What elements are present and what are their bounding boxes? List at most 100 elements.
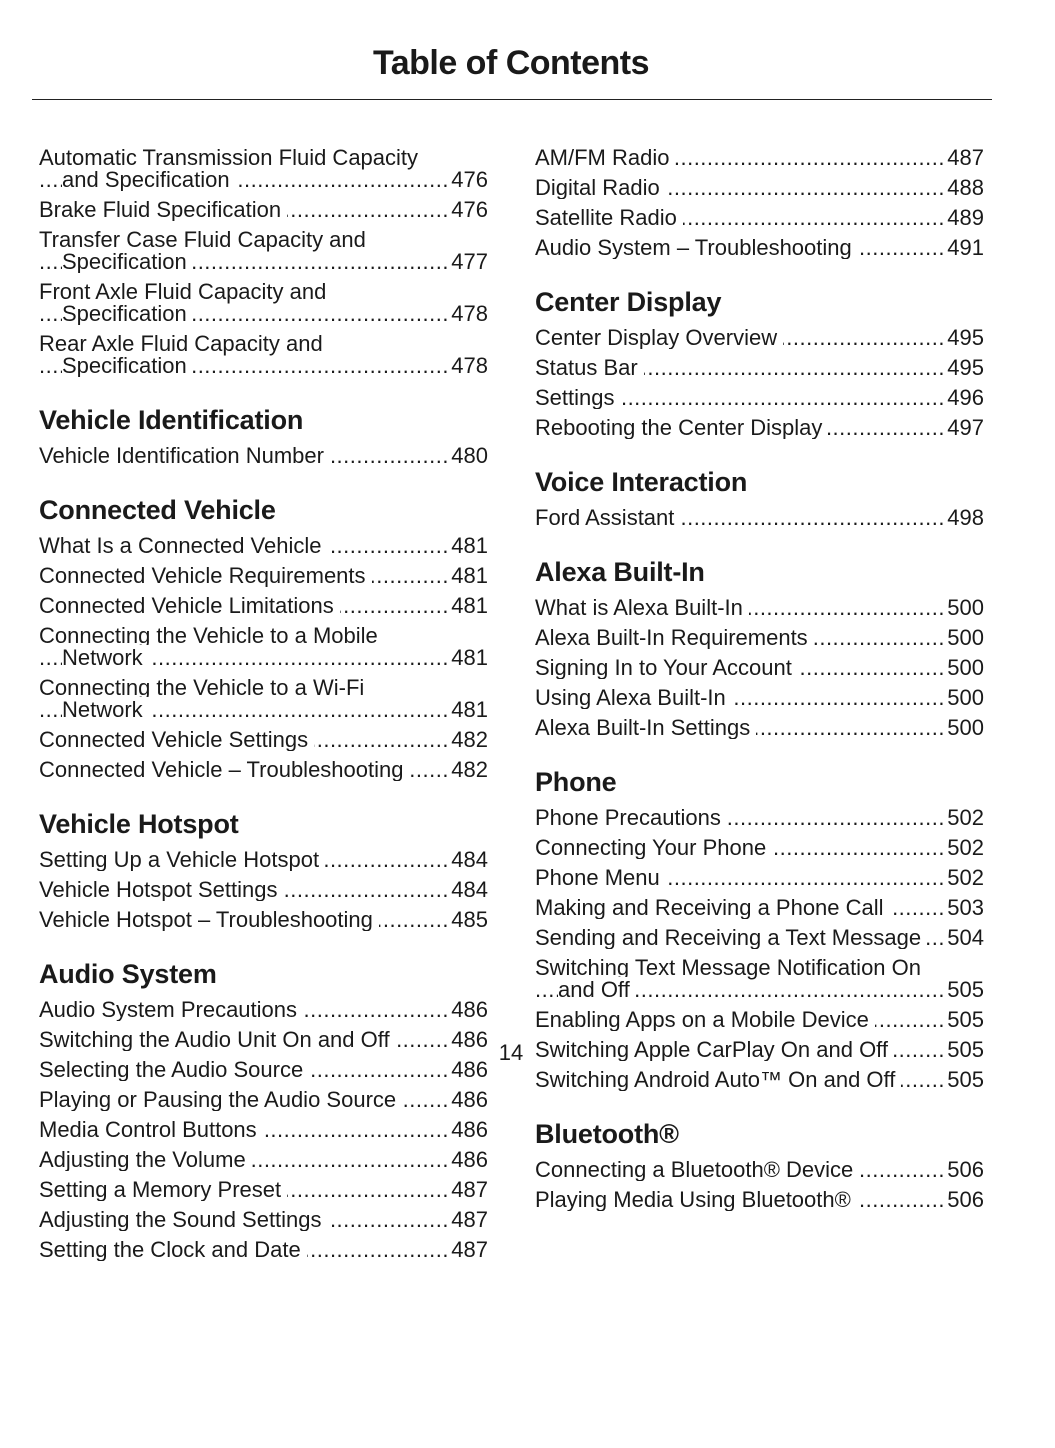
- entry-page: 502: [947, 837, 984, 859]
- header-rule: [32, 99, 992, 100]
- toc-entry: Status Bar 495: [535, 357, 984, 379]
- entry-title: Center Display Overview: [535, 327, 784, 349]
- toc-entry: Audio System Precautions 486: [39, 999, 488, 1021]
- toc-section: Vehicle Hotspot Setting Up a Vehicle Hots…: [39, 807, 488, 931]
- entry-title: Switching the Audio Unit On and Off: [39, 1029, 396, 1051]
- toc-entry: Brake Fluid Specification 476: [39, 199, 488, 221]
- toc-entry: Sending and Receiving a Text Message 504: [535, 927, 984, 949]
- toc-entry: Media Control Buttons 486: [39, 1119, 488, 1141]
- entry-title: Alexa Built-In Requirements: [535, 627, 814, 649]
- toc-entry: Setting a Memory Preset 487: [39, 1179, 488, 1201]
- toc-entry: Selecting the Audio Source 486: [39, 1059, 488, 1081]
- toc-entry: Settings 496: [535, 387, 984, 409]
- toc-section: Automatic Transmission Fluid Capacity an…: [39, 147, 488, 377]
- section-heading: Phone: [535, 767, 617, 797]
- toc-entry: Enabling Apps on a Mobile Device 505: [535, 1009, 984, 1031]
- entry-page: 486: [451, 1119, 488, 1141]
- entry-title: Rebooting the Center Display: [535, 417, 829, 439]
- toc-entry: What Is a Connected Vehicle 481: [39, 535, 488, 557]
- toc-entry: Transfer Case Fluid Capacity and Specifi…: [39, 229, 488, 273]
- entry-title: Switching Android Auto™ On and Off: [535, 1069, 902, 1091]
- toc-section: Vehicle Identification Vehicle Identifica…: [39, 403, 488, 467]
- entry-page: 495: [947, 327, 984, 349]
- toc-section: Alexa Built-InWhat is Alexa Built-In500A…: [535, 555, 984, 739]
- entry-page: 484: [451, 849, 488, 871]
- entry-title: Vehicle Hotspot Settings: [39, 879, 284, 901]
- entry-title: Adjusting the Volume: [39, 1149, 252, 1171]
- entry-title: Satellite Radio: [535, 207, 683, 229]
- entry-page: 500: [947, 687, 984, 709]
- toc-entry: Digital Radio 488: [535, 177, 984, 199]
- entry-title: Transfer Case Fluid Capacity and Specifi…: [39, 229, 366, 273]
- page-title: Table of Contents: [372, 44, 650, 82]
- entry-page: 487: [451, 1209, 488, 1231]
- toc-entry: Switching Text Message Notification On a…: [535, 957, 984, 1001]
- entry-title: Playing or Pausing the Audio Source: [39, 1089, 403, 1111]
- entry-page: 500: [947, 657, 984, 679]
- entry-title: Making and Receiving a Phone Call: [535, 897, 890, 919]
- entry-page: 486: [451, 1149, 488, 1171]
- toc-entry: What is Alexa Built-In 500: [535, 597, 984, 619]
- section-heading: Center Display: [535, 287, 722, 317]
- entry-title: Phone Precautions: [535, 807, 727, 829]
- entry-page: 481: [451, 697, 488, 721]
- entry-page: 478: [451, 353, 488, 377]
- toc-entry: Center Display Overview 495: [535, 327, 984, 349]
- entry-title: Front Axle Fluid Capacity and Specificat…: [39, 281, 327, 325]
- toc-entry: Connected Vehicle Limitations 481: [39, 595, 488, 617]
- entry-page: 487: [947, 147, 984, 169]
- entry-page: 484: [451, 879, 488, 901]
- entry-title: Adjusting the Sound Settings: [39, 1209, 328, 1231]
- entry-page: 476: [451, 167, 488, 191]
- entry-title: Switching Apple CarPlay On and Off: [535, 1039, 895, 1061]
- entry-title: What is Alexa Built-In: [535, 597, 749, 619]
- entry-page: 503: [947, 897, 984, 919]
- entry-page: 505: [947, 1039, 984, 1061]
- entry-page: 506: [947, 1159, 984, 1181]
- entry-title: Setting Up a Vehicle Hotspot: [39, 849, 326, 871]
- entry-page: 486: [451, 1029, 488, 1051]
- entry-title: Media Control Buttons: [39, 1119, 263, 1141]
- entry-page: 497: [947, 417, 984, 439]
- entry-page: 495: [947, 357, 984, 379]
- entry-title: Vehicle Identification Number: [39, 445, 330, 467]
- entry-title: Connecting Your Phone: [535, 837, 773, 859]
- entry-title: AM/FM Radio: [535, 147, 676, 169]
- toc-entry: Alexa Built-In Settings 500: [535, 717, 984, 739]
- toc-section: Voice Interaction Ford Assistant 498: [535, 465, 984, 529]
- toc-entry: Phone Menu 502: [535, 867, 984, 889]
- entry-title: Connected Vehicle Settings: [39, 729, 315, 751]
- entry-page: 477: [451, 249, 488, 273]
- toc-entry: Playing Media Using Bluetooth® 506: [535, 1189, 984, 1211]
- toc-entry: Phone Precautions 502: [535, 807, 984, 829]
- entry-title: Setting a Memory Preset: [39, 1179, 288, 1201]
- toc-entry: Vehicle Hotspot – Troubleshooting 485: [39, 909, 488, 931]
- entry-page: 487: [451, 1239, 488, 1261]
- entry-title: Status Bar: [535, 357, 644, 379]
- entry-title: Digital Radio: [535, 177, 666, 199]
- toc-entry: Front Axle Fluid Capacity and Specificat…: [39, 281, 488, 325]
- entry-title: Selecting the Audio Source: [39, 1059, 310, 1081]
- entry-title: Rear Axle Fluid Capacity and Specificati…: [39, 333, 323, 377]
- entry-page: 496: [947, 387, 984, 409]
- section-heading: Connected Vehicle: [39, 495, 276, 525]
- entry-page: 478: [451, 301, 488, 325]
- entry-page: 481: [451, 645, 488, 669]
- entry-title: Connected Vehicle Requirements: [39, 565, 372, 587]
- entry-page: 481: [451, 535, 488, 557]
- entry-title: Playing Media Using Bluetooth®: [535, 1189, 857, 1211]
- toc-entry: Rebooting the Center Display 497: [535, 417, 984, 439]
- entry-page: 486: [451, 1059, 488, 1081]
- entry-title: Settings: [535, 387, 621, 409]
- toc-entry: Connecting Your Phone 502: [535, 837, 984, 859]
- entry-page: 505: [947, 1069, 984, 1091]
- entry-page: 486: [451, 999, 488, 1021]
- entry-title: Alexa Built-In Settings: [535, 717, 757, 739]
- entry-page: 498: [947, 507, 984, 529]
- toc-entry: Connected Vehicle – Troubleshooting 482: [39, 759, 488, 781]
- toc-entry: Vehicle Identification Number 480: [39, 445, 488, 467]
- page-number: 14: [498, 1040, 524, 1065]
- section-heading: Audio System: [39, 959, 217, 989]
- entry-page: 500: [947, 717, 984, 739]
